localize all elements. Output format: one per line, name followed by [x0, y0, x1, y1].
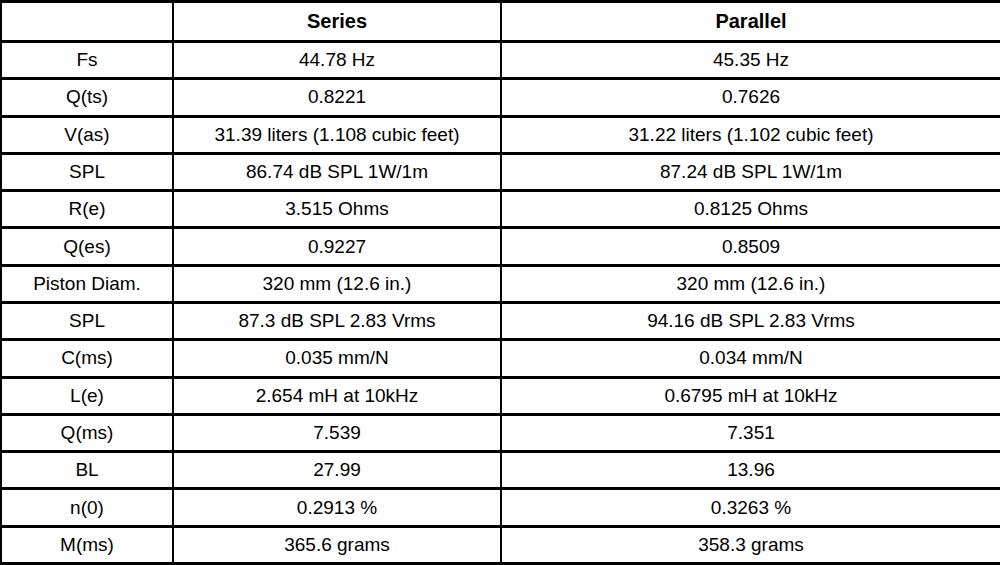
table-row: M(ms)365.6 grams358.3 grams [1, 526, 1000, 563]
series-value-cell: 7.539 [173, 414, 501, 451]
table-row: SPL87.3 dB SPL 2.83 Vrms94.16 dB SPL 2.8… [1, 302, 1000, 339]
parallel-value-cell: 0.6795 mH at 10kHz [501, 377, 1000, 414]
param-label-cell: Q(ts) [1, 79, 173, 116]
table-header: Series Parallel [1, 2, 1000, 42]
param-label-cell: Piston Diam. [1, 265, 173, 302]
table-body: Fs44.78 Hz45.35 HzQ(ts)0.82210.7626V(as)… [1, 42, 1000, 564]
series-value-cell: 0.9227 [173, 228, 501, 265]
series-value-cell: 44.78 Hz [173, 42, 501, 79]
table-row: Q(es)0.92270.8509 [1, 228, 1000, 265]
parallel-value-cell: 0.3263 % [501, 489, 1000, 526]
series-value-cell: 0.2913 % [173, 489, 501, 526]
series-value-cell: 320 mm (12.6 in.) [173, 265, 501, 302]
parallel-value-cell: 7.351 [501, 414, 1000, 451]
parallel-value-cell: 0.8509 [501, 228, 1000, 265]
parameter-comparison-table: Series Parallel Fs44.78 Hz45.35 HzQ(ts)0… [0, 0, 1000, 565]
param-label-cell: R(e) [1, 191, 173, 228]
series-value-cell: 87.3 dB SPL 2.83 Vrms [173, 302, 501, 339]
param-label-cell: n(0) [1, 489, 173, 526]
header-cell-series: Series [173, 2, 501, 42]
parallel-value-cell: 320 mm (12.6 in.) [501, 265, 1000, 302]
parallel-value-cell: 45.35 Hz [501, 42, 1000, 79]
table-row: R(e)3.515 Ohms0.8125 Ohms [1, 191, 1000, 228]
series-value-cell: 0.035 mm/N [173, 340, 501, 377]
series-value-cell: 2.654 mH at 10kHz [173, 377, 501, 414]
series-value-cell: 365.6 grams [173, 526, 501, 563]
table-row: Q(ms)7.5397.351 [1, 414, 1000, 451]
header-cell-empty [1, 2, 173, 42]
table-row: Fs44.78 Hz45.35 Hz [1, 42, 1000, 79]
param-label-cell: M(ms) [1, 526, 173, 563]
parallel-value-cell: 0.034 mm/N [501, 340, 1000, 377]
header-row: Series Parallel [1, 2, 1000, 42]
series-value-cell: 27.99 [173, 452, 501, 489]
parallel-value-cell: 13.96 [501, 452, 1000, 489]
table-row: SPL86.74 dB SPL 1W/1m87.24 dB SPL 1W/1m [1, 153, 1000, 190]
table-row: BL27.9913.96 [1, 452, 1000, 489]
table-row: V(as)31.39 liters (1.108 cubic feet)31.2… [1, 116, 1000, 153]
series-value-cell: 31.39 liters (1.108 cubic feet) [173, 116, 501, 153]
param-label-cell: C(ms) [1, 340, 173, 377]
param-label-cell: Q(es) [1, 228, 173, 265]
param-label-cell: SPL [1, 302, 173, 339]
series-value-cell: 0.8221 [173, 79, 501, 116]
table-row: n(0)0.2913 %0.3263 % [1, 489, 1000, 526]
header-cell-parallel: Parallel [501, 2, 1000, 42]
table-row: C(ms)0.035 mm/N0.034 mm/N [1, 340, 1000, 377]
param-label-cell: Q(ms) [1, 414, 173, 451]
param-label-cell: SPL [1, 153, 173, 190]
parallel-value-cell: 0.8125 Ohms [501, 191, 1000, 228]
table-row: Piston Diam.320 mm (12.6 in.)320 mm (12.… [1, 265, 1000, 302]
param-label-cell: BL [1, 452, 173, 489]
param-label-cell: L(e) [1, 377, 173, 414]
table-row: L(e)2.654 mH at 10kHz0.6795 mH at 10kHz [1, 377, 1000, 414]
parallel-value-cell: 87.24 dB SPL 1W/1m [501, 153, 1000, 190]
parallel-value-cell: 0.7626 [501, 79, 1000, 116]
series-value-cell: 3.515 Ohms [173, 191, 501, 228]
parallel-value-cell: 31.22 liters (1.102 cubic feet) [501, 116, 1000, 153]
parallel-value-cell: 358.3 grams [501, 526, 1000, 563]
param-label-cell: Fs [1, 42, 173, 79]
param-label-cell: V(as) [1, 116, 173, 153]
table-row: Q(ts)0.82210.7626 [1, 79, 1000, 116]
parallel-value-cell: 94.16 dB SPL 2.83 Vrms [501, 302, 1000, 339]
series-value-cell: 86.74 dB SPL 1W/1m [173, 153, 501, 190]
